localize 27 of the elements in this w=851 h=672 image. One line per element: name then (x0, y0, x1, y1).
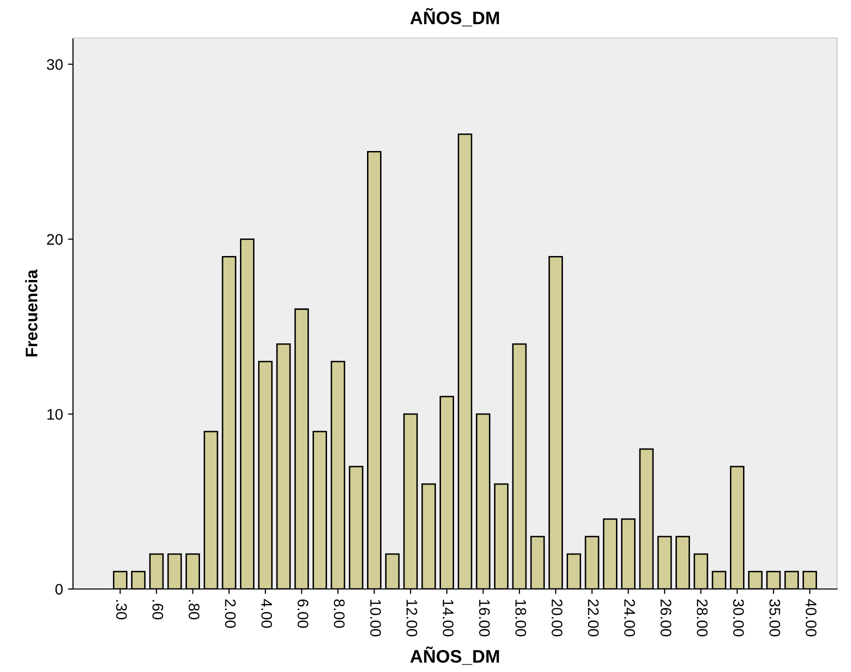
y-tick-label: 30 (46, 59, 63, 70)
y-tick-label: 20 (47, 234, 63, 245)
x-tick-label: 8.00 (334, 599, 345, 628)
x-tick-label: 10.00 (370, 600, 381, 636)
x-tick-label: 12.00 (406, 600, 418, 636)
y-axis-title: Frecuencia (25, 269, 38, 356)
x-axis-title: AÑOS_DM (410, 646, 499, 665)
x-tick-label: 20.00 (552, 599, 562, 636)
x-tick-label: 22.00 (588, 599, 599, 636)
x-tick-label: 18.00 (515, 600, 526, 636)
x-tick-label: 26.00 (660, 599, 672, 636)
x-tick-label: 30.00 (733, 599, 744, 636)
y-tick-label: 0 (55, 584, 63, 595)
x-tick-label: .60 (152, 600, 164, 620)
x-tick-label: 14.00 (442, 600, 454, 636)
x-tick-label: .30 (116, 600, 127, 620)
chart-title: AÑOS_DM (410, 8, 499, 26)
x-tick-label: 40.00 (806, 599, 816, 636)
x-tick-label: 35.00 (769, 599, 780, 636)
x-tick-label: .80 (188, 600, 200, 620)
x-tick-label: 6.00 (298, 600, 308, 628)
x-tick-label: 4.00 (261, 599, 272, 628)
x-tick-label: 24.00 (624, 599, 636, 636)
x-tick-label: 2.00 (224, 599, 236, 628)
x-tick-label: 16.00 (479, 600, 490, 636)
x-tick-label: 28.00 (696, 599, 708, 636)
y-tick-label: 10 (47, 408, 63, 420)
